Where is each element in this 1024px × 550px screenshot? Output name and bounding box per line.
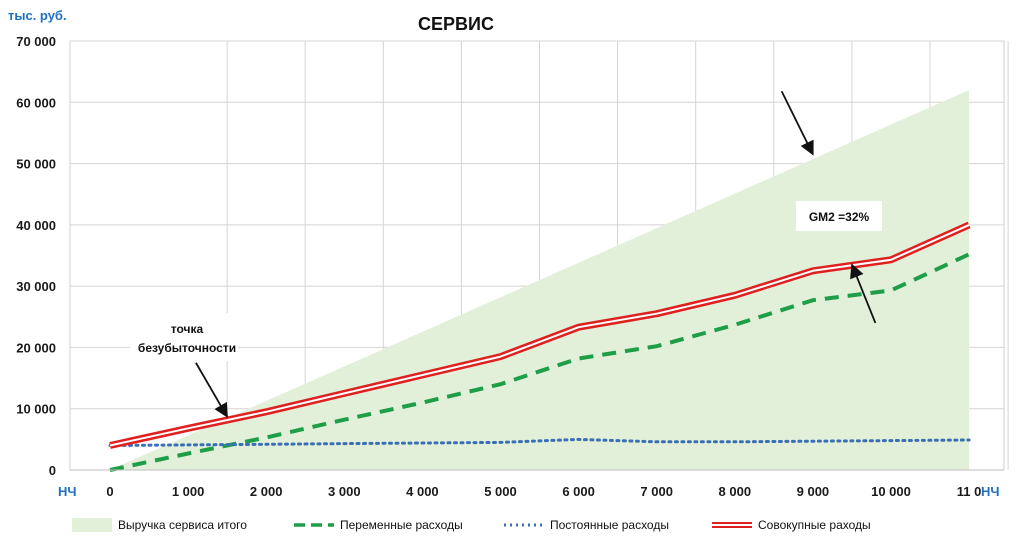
x-tick-label: 3 000: [328, 484, 361, 499]
x-tick-label: 5 000: [484, 484, 517, 499]
legend-label-fixed: Постоянные расходы: [550, 518, 669, 532]
y-tick-label: 50 000: [16, 157, 56, 172]
x-unit-label-right: НЧ: [981, 484, 1000, 499]
x-tick-label: 8 000: [719, 484, 752, 499]
area-layer: [110, 90, 970, 470]
annotation-layer: точка безубыточности GM2 =32%: [130, 90, 882, 418]
y-tick-label: 0: [49, 463, 56, 478]
annotation-text-gm2: GM2 =32%: [809, 210, 870, 224]
axis-layer: 0 10 000 20 000 30 000 40 000 50 000 60 000 70 …: [16, 34, 1004, 499]
legend-item-revenue: Выручка сервиса итого: [72, 514, 247, 536]
y-tick-label: 60 000: [16, 95, 56, 110]
legend-swatch-dotted: [504, 523, 544, 527]
annotation-text-breakeven-2: безубыточности: [138, 341, 236, 355]
legend-swatch-dashed: [294, 523, 334, 527]
annotation-box-gm2: [796, 201, 882, 231]
series-line-variable: [109, 252, 970, 472]
legend-label-revenue: Выручка сервиса итого: [118, 518, 247, 532]
y-tick-label: 30 000: [16, 279, 56, 294]
legend-label-variable: Переменные расходы: [340, 518, 463, 532]
legend-item-fixed: Постоянные расходы: [504, 514, 669, 536]
x-tick-label: 11 0: [957, 484, 982, 499]
x-unit-label-left: НЧ: [58, 484, 77, 499]
x-tick-label: 1 000: [172, 484, 205, 499]
x-tick-label: 0: [106, 484, 113, 499]
legend: Выручка сервиса итого Переменные расходы…: [72, 514, 972, 536]
x-tick-label: 2 000: [250, 484, 283, 499]
series-area-revenue: [110, 90, 970, 470]
x-tick-label: 9 000: [797, 484, 830, 499]
series-line-fixed: [108, 437, 971, 447]
legend-swatch-double: [712, 522, 752, 528]
annotation-arrow: [850, 263, 877, 324]
legend-item-variable: Переменные расходы: [294, 514, 463, 536]
x-tick-label: 10 000: [871, 484, 911, 499]
series-line-total-inner: [109, 223, 970, 447]
y-tick-label: 20 000: [16, 340, 56, 355]
annotation-arrow: [780, 90, 814, 156]
legend-swatch-area: [72, 518, 112, 532]
y-tick-label: 40 000: [16, 218, 56, 233]
chart-title: СЕРВИС: [418, 14, 494, 34]
x-tick-label: 4 000: [406, 484, 439, 499]
x-tick-label: 7 000: [640, 484, 673, 499]
annotation-arrow: [195, 362, 228, 418]
legend-item-total: Совокупные раходы: [712, 514, 871, 536]
y-unit-label: тыс. руб.: [8, 8, 67, 23]
legend-label-total: Совокупные раходы: [758, 518, 871, 532]
x-tick-label: 6 000: [562, 484, 595, 499]
annotation-text-breakeven-1: точка: [171, 322, 204, 336]
y-tick-label: 10 000: [16, 402, 56, 417]
annotation-box-breakeven: [130, 313, 238, 361]
y-tick-label: 70 000: [16, 34, 56, 49]
line-layer: [108, 221, 971, 472]
